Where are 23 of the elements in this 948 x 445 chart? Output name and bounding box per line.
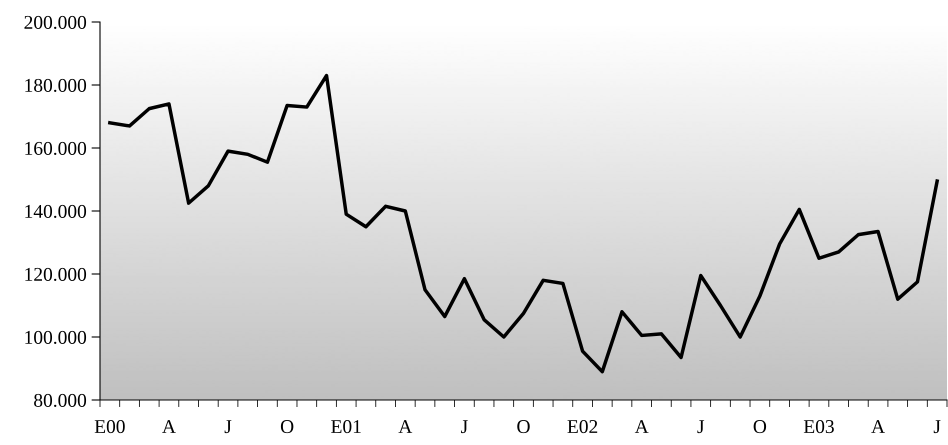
x-tick-label: O <box>517 420 530 434</box>
line-series <box>108 74 939 374</box>
x-tick-label: J <box>224 420 232 434</box>
x-tick-label: E03 <box>804 420 834 434</box>
x-tick-label: A <box>634 420 649 433</box>
x-tick-label: E00 <box>94 420 125 434</box>
x-tick-label: J <box>461 420 468 434</box>
x-tick-label: A <box>162 420 176 433</box>
x-tick-label: A <box>398 420 412 433</box>
y-tick-label: 180.000 <box>25 78 86 92</box>
y-tick-label: 80.000 <box>34 394 86 408</box>
y-tick-label: 200.000 <box>24 16 86 30</box>
x-tick-label: A <box>871 420 885 433</box>
x-tick-label: E02 <box>567 420 598 434</box>
x-tick-label: J <box>934 420 941 434</box>
y-tick-label: 140.000 <box>25 204 86 218</box>
y-tick-label: 160.000 <box>25 142 86 156</box>
x-tick-label: O <box>280 420 294 434</box>
y-tick-label: 120.000 <box>25 268 86 282</box>
y-tick-label: 100.000 <box>25 330 86 344</box>
x-tick-label: E01 <box>331 420 361 434</box>
x-tick-label: O <box>754 420 766 434</box>
x-tick-label: J <box>697 420 704 434</box>
